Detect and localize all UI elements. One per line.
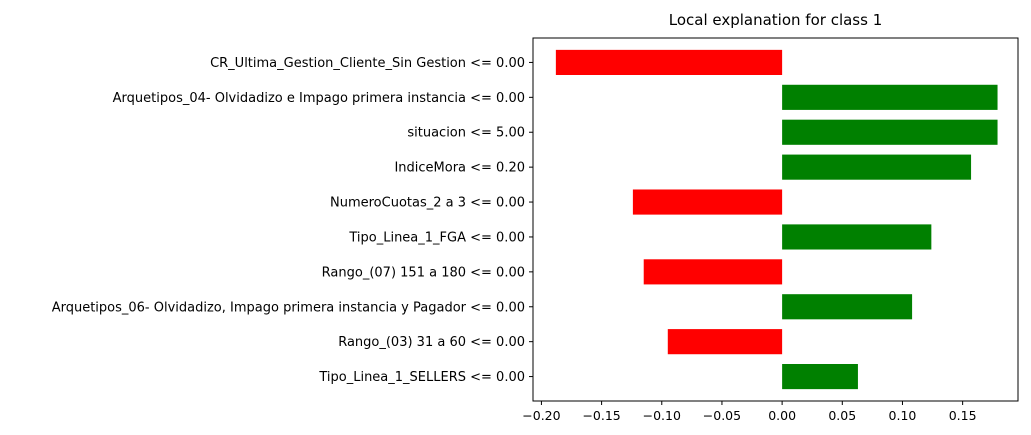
y-tick-label-7: Arquetipos_06- Olvidadizo, Impago primer… xyxy=(52,300,525,315)
x-tick-label-6: 0.10 xyxy=(889,408,917,423)
y-tick-label-0: CR_Ultima_Gestion_Cliente_Sin Gestion <=… xyxy=(210,56,525,71)
x-tick-label-7: 0.15 xyxy=(949,408,977,423)
x-tick-label-1: −0.15 xyxy=(582,408,620,423)
x-axis: −0.20 −0.15 −0.10 −0.05 0.00 0.05 0.10 0.15 xyxy=(522,401,977,423)
bar-0 xyxy=(555,49,783,75)
bar-6 xyxy=(643,259,783,285)
y-tick-label-3: IndiceMora <= 0.20 xyxy=(394,161,525,176)
bar-7 xyxy=(782,294,913,320)
chart-title: Local explanation for class 1 xyxy=(669,11,883,29)
y-tick-labels: CR_Ultima_Gestion_Cliente_Sin Gestion <=… xyxy=(52,56,533,385)
x-tick-label-5: 0.05 xyxy=(828,408,856,423)
plot-frame xyxy=(532,37,1019,402)
bar-9 xyxy=(782,364,858,390)
y-tick-label-8: Rango_(03) 31 a 60 <= 0.00 xyxy=(338,335,525,350)
y-tick-label-1: Arquetipos_04- Olvidadizo e Impago prime… xyxy=(113,91,525,106)
x-tick-label-3: −0.05 xyxy=(703,408,741,423)
x-tick-label-4: 0.00 xyxy=(768,408,796,423)
bars-group xyxy=(555,49,998,390)
bar-1 xyxy=(782,84,998,110)
y-tick-label-5: Tipo_Linea_1_FGA <= 0.00 xyxy=(348,230,525,245)
bar-3 xyxy=(782,154,972,180)
y-tick-label-4: NumeroCuotas_2 a 3 <= 0.00 xyxy=(330,196,525,211)
x-tick-label-0: −0.20 xyxy=(522,408,560,423)
y-tick-label-6: Rango_(07) 151 a 180 <= 0.00 xyxy=(322,265,525,280)
y-tick-label-2: situacion <= 5.00 xyxy=(407,126,525,141)
bar-2 xyxy=(782,119,998,145)
x-tick-label-2: −0.10 xyxy=(643,408,681,423)
bar-4 xyxy=(632,189,783,215)
bar-5 xyxy=(782,224,932,250)
y-tick-label-9: Tipo_Linea_1_SELLERS <= 0.00 xyxy=(318,370,525,385)
bar-8 xyxy=(667,329,783,355)
